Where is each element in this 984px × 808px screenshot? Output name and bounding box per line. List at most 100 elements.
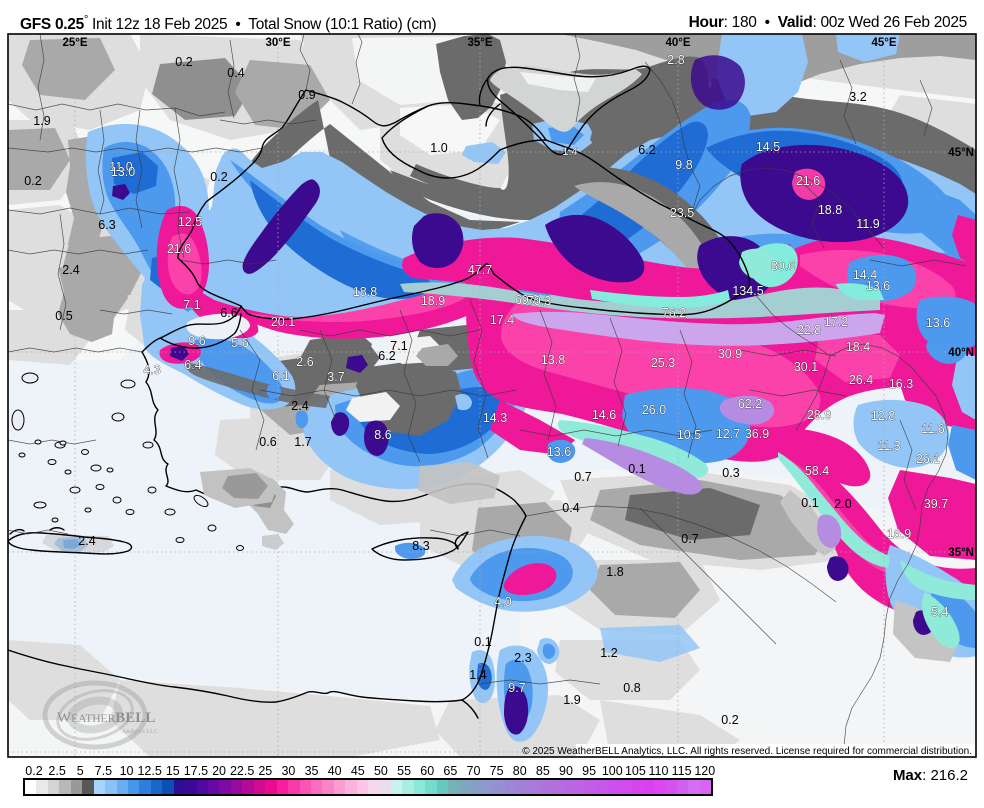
svg-text:69.3: 69.3 [515,293,539,307]
svg-text:9.7: 9.7 [508,681,525,695]
svg-text:23.5: 23.5 [670,206,694,220]
svg-text:0.1: 0.1 [801,496,818,510]
svg-text:36.9: 36.9 [745,427,769,441]
svg-text:30°E: 30°E [265,37,290,49]
svg-text:0.2: 0.2 [721,713,738,727]
svg-text:12.5: 12.5 [178,215,202,229]
svg-text:0.2: 0.2 [210,170,227,184]
svg-text:9.6: 9.6 [188,334,205,348]
svg-text:2.4: 2.4 [291,399,308,413]
svg-text:2.4: 2.4 [62,263,79,277]
svg-text:76.2: 76.2 [662,306,686,320]
svg-text:0.4: 0.4 [562,501,579,515]
svg-text:40°E: 40°E [665,37,690,49]
svg-text:0.3: 0.3 [722,466,739,480]
svg-text:3.7: 3.7 [327,370,344,384]
svg-text:1.9: 1.9 [33,114,50,128]
svg-text:5.4: 5.4 [931,605,948,619]
svg-text:26.0: 26.0 [642,403,666,417]
svg-text:18.9: 18.9 [421,294,445,308]
svg-text:45°E: 45°E [871,37,896,49]
svg-text:6.2: 6.2 [638,143,655,157]
svg-text:11.3: 11.3 [877,439,900,453]
svg-text:5.6: 5.6 [231,336,248,350]
svg-text:2.0: 2.0 [834,497,851,511]
svg-text:0.9: 0.9 [298,88,315,102]
svg-text:1.7: 1.7 [294,435,311,449]
svg-text:7.1: 7.1 [183,298,200,312]
svg-text:30.9: 30.9 [718,347,742,361]
svg-text:17.4: 17.4 [490,313,514,327]
svg-text:70.3: 70.3 [527,294,551,308]
svg-text:17.2: 17.2 [824,315,848,329]
svg-text:30.1: 30.1 [794,360,818,374]
svg-text:0.6: 0.6 [259,435,276,449]
svg-text:11.9: 11.9 [856,217,879,231]
svg-text:6.2: 6.2 [378,349,395,363]
svg-text:0.1: 0.1 [474,635,491,649]
svg-text:0.7: 0.7 [681,532,698,546]
svg-text:6.1: 6.1 [272,369,289,383]
svg-text:1.2: 1.2 [600,646,617,660]
svg-text:1.9: 1.9 [563,693,580,707]
svg-text:80.6: 80.6 [771,259,795,273]
svg-text:47.7: 47.7 [468,263,492,277]
svg-text:16.9: 16.9 [887,527,911,541]
svg-text:0.2: 0.2 [175,55,192,69]
svg-text:1.0: 1.0 [430,141,447,155]
svg-text:6.4: 6.4 [184,358,201,372]
svg-text:12.8: 12.8 [871,409,895,423]
svg-text:13.6: 13.6 [866,279,890,293]
svg-text:62.2: 62.2 [738,397,762,411]
svg-text:40°N: 40°N [948,347,974,359]
svg-text:© 2025 WeatherBELL Analytics,: © 2025 WeatherBELL Analytics, LLC. All r… [522,746,972,757]
svg-text:4.0: 4.0 [494,595,511,609]
svg-text:22.8: 22.8 [797,323,821,337]
svg-text:13.8: 13.8 [541,353,565,367]
svg-text:13.6: 13.6 [547,445,571,459]
svg-text:WEATHERBELL: WEATHERBELL [57,710,155,726]
svg-text:45°N: 45°N [948,147,974,159]
svg-text:35°N: 35°N [948,547,974,559]
svg-text:21.6: 21.6 [796,174,820,188]
svg-text:18.8: 18.8 [353,285,377,299]
svg-text:11.6: 11.6 [921,422,944,436]
svg-text:0.4: 0.4 [227,66,244,80]
svg-text:14.6: 14.6 [592,408,616,422]
svg-text:14.4: 14.4 [853,268,877,282]
svg-text:134.5: 134.5 [732,284,763,298]
svg-text:14.5: 14.5 [756,140,780,154]
svg-text:6.6: 6.6 [220,306,237,320]
svg-text:6.3: 6.3 [98,218,115,232]
svg-text:39.7: 39.7 [924,497,948,511]
svg-text:21.6: 21.6 [167,242,191,256]
svg-text:28.9: 28.9 [807,408,831,422]
svg-text:2.4: 2.4 [78,534,95,548]
svg-text:25°E: 25°E [62,37,87,49]
svg-text:9.8: 9.8 [675,158,692,172]
svg-text:4.3: 4.3 [143,363,160,377]
svg-text:0.2: 0.2 [24,174,41,188]
svg-text:8.6: 8.6 [374,428,391,442]
svg-text:0.7: 0.7 [574,470,591,484]
svg-text:1.4: 1.4 [562,146,577,158]
svg-text:12.7: 12.7 [716,427,740,441]
svg-text:2.6: 2.6 [296,355,313,369]
svg-text:16.3: 16.3 [889,377,913,391]
svg-text:58.4: 58.4 [805,464,829,478]
svg-text:7.1: 7.1 [390,339,407,353]
svg-text:0.1: 0.1 [628,462,645,476]
svg-text:20.1: 20.1 [271,315,295,329]
svg-text:0.8: 0.8 [623,681,640,695]
svg-text:2.3: 2.3 [514,651,531,665]
svg-text:10.5: 10.5 [677,428,701,442]
svg-text:0.5: 0.5 [55,309,72,323]
svg-text:11.0: 11.0 [109,160,132,174]
svg-text:8.3: 8.3 [412,539,429,553]
svg-text:Analytics LLC: Analytics LLC [122,729,158,735]
svg-text:13.0: 13.0 [111,165,135,179]
svg-text:13.6: 13.6 [926,316,950,330]
svg-text:26.1: 26.1 [916,452,940,466]
svg-text:1.4: 1.4 [469,668,486,682]
svg-text:35°E: 35°E [467,37,492,49]
